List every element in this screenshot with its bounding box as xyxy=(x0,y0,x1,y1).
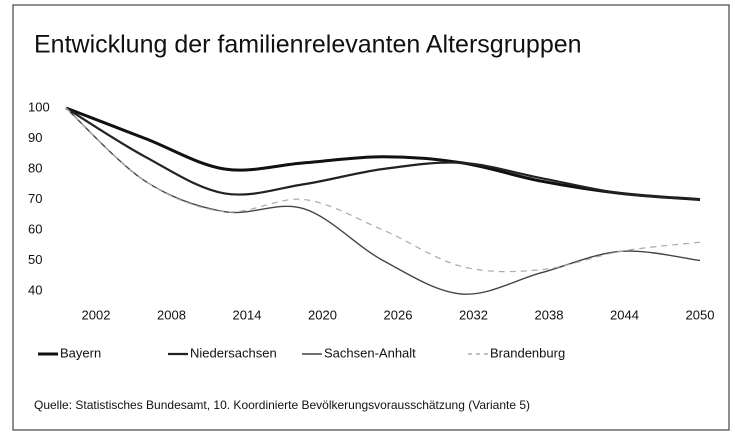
legend-label: Brandenburg xyxy=(490,345,565,360)
legend-label: Bayern xyxy=(60,345,101,360)
y-tick-label: 60 xyxy=(28,221,42,236)
series-line xyxy=(65,107,701,295)
series-line xyxy=(65,106,701,201)
x-tick-label: 2038 xyxy=(535,307,564,322)
y-tick-label: 40 xyxy=(28,282,42,297)
y-tick-label: 50 xyxy=(28,252,42,267)
x-tick-label: 2002 xyxy=(82,307,111,322)
x-tick-label: 2014 xyxy=(233,307,262,322)
series-line xyxy=(65,107,701,201)
x-tick-label: 2044 xyxy=(610,307,639,322)
legend-label: Niedersachsen xyxy=(190,345,277,360)
frame xyxy=(12,4,730,431)
y-tick-label: 100 xyxy=(28,99,50,114)
y-tick-label: 80 xyxy=(28,160,42,175)
chart-title: Entwicklung der familienrelevanten Alter… xyxy=(34,31,582,59)
x-tick-label: 2026 xyxy=(384,307,413,322)
x-tick-label: 2020 xyxy=(308,307,337,322)
source: Quelle: Statistisches Bundesamt, 10. Koo… xyxy=(34,398,530,412)
x-tick-label: 2050 xyxy=(686,307,715,322)
x-tick-label: 2032 xyxy=(459,307,488,322)
series-line xyxy=(65,107,701,273)
x-tick-label: 2008 xyxy=(157,307,186,322)
y-tick-label: 90 xyxy=(28,130,42,145)
y-tick-label: 70 xyxy=(28,191,42,206)
legend-label: Sachsen-Anhalt xyxy=(324,345,416,360)
